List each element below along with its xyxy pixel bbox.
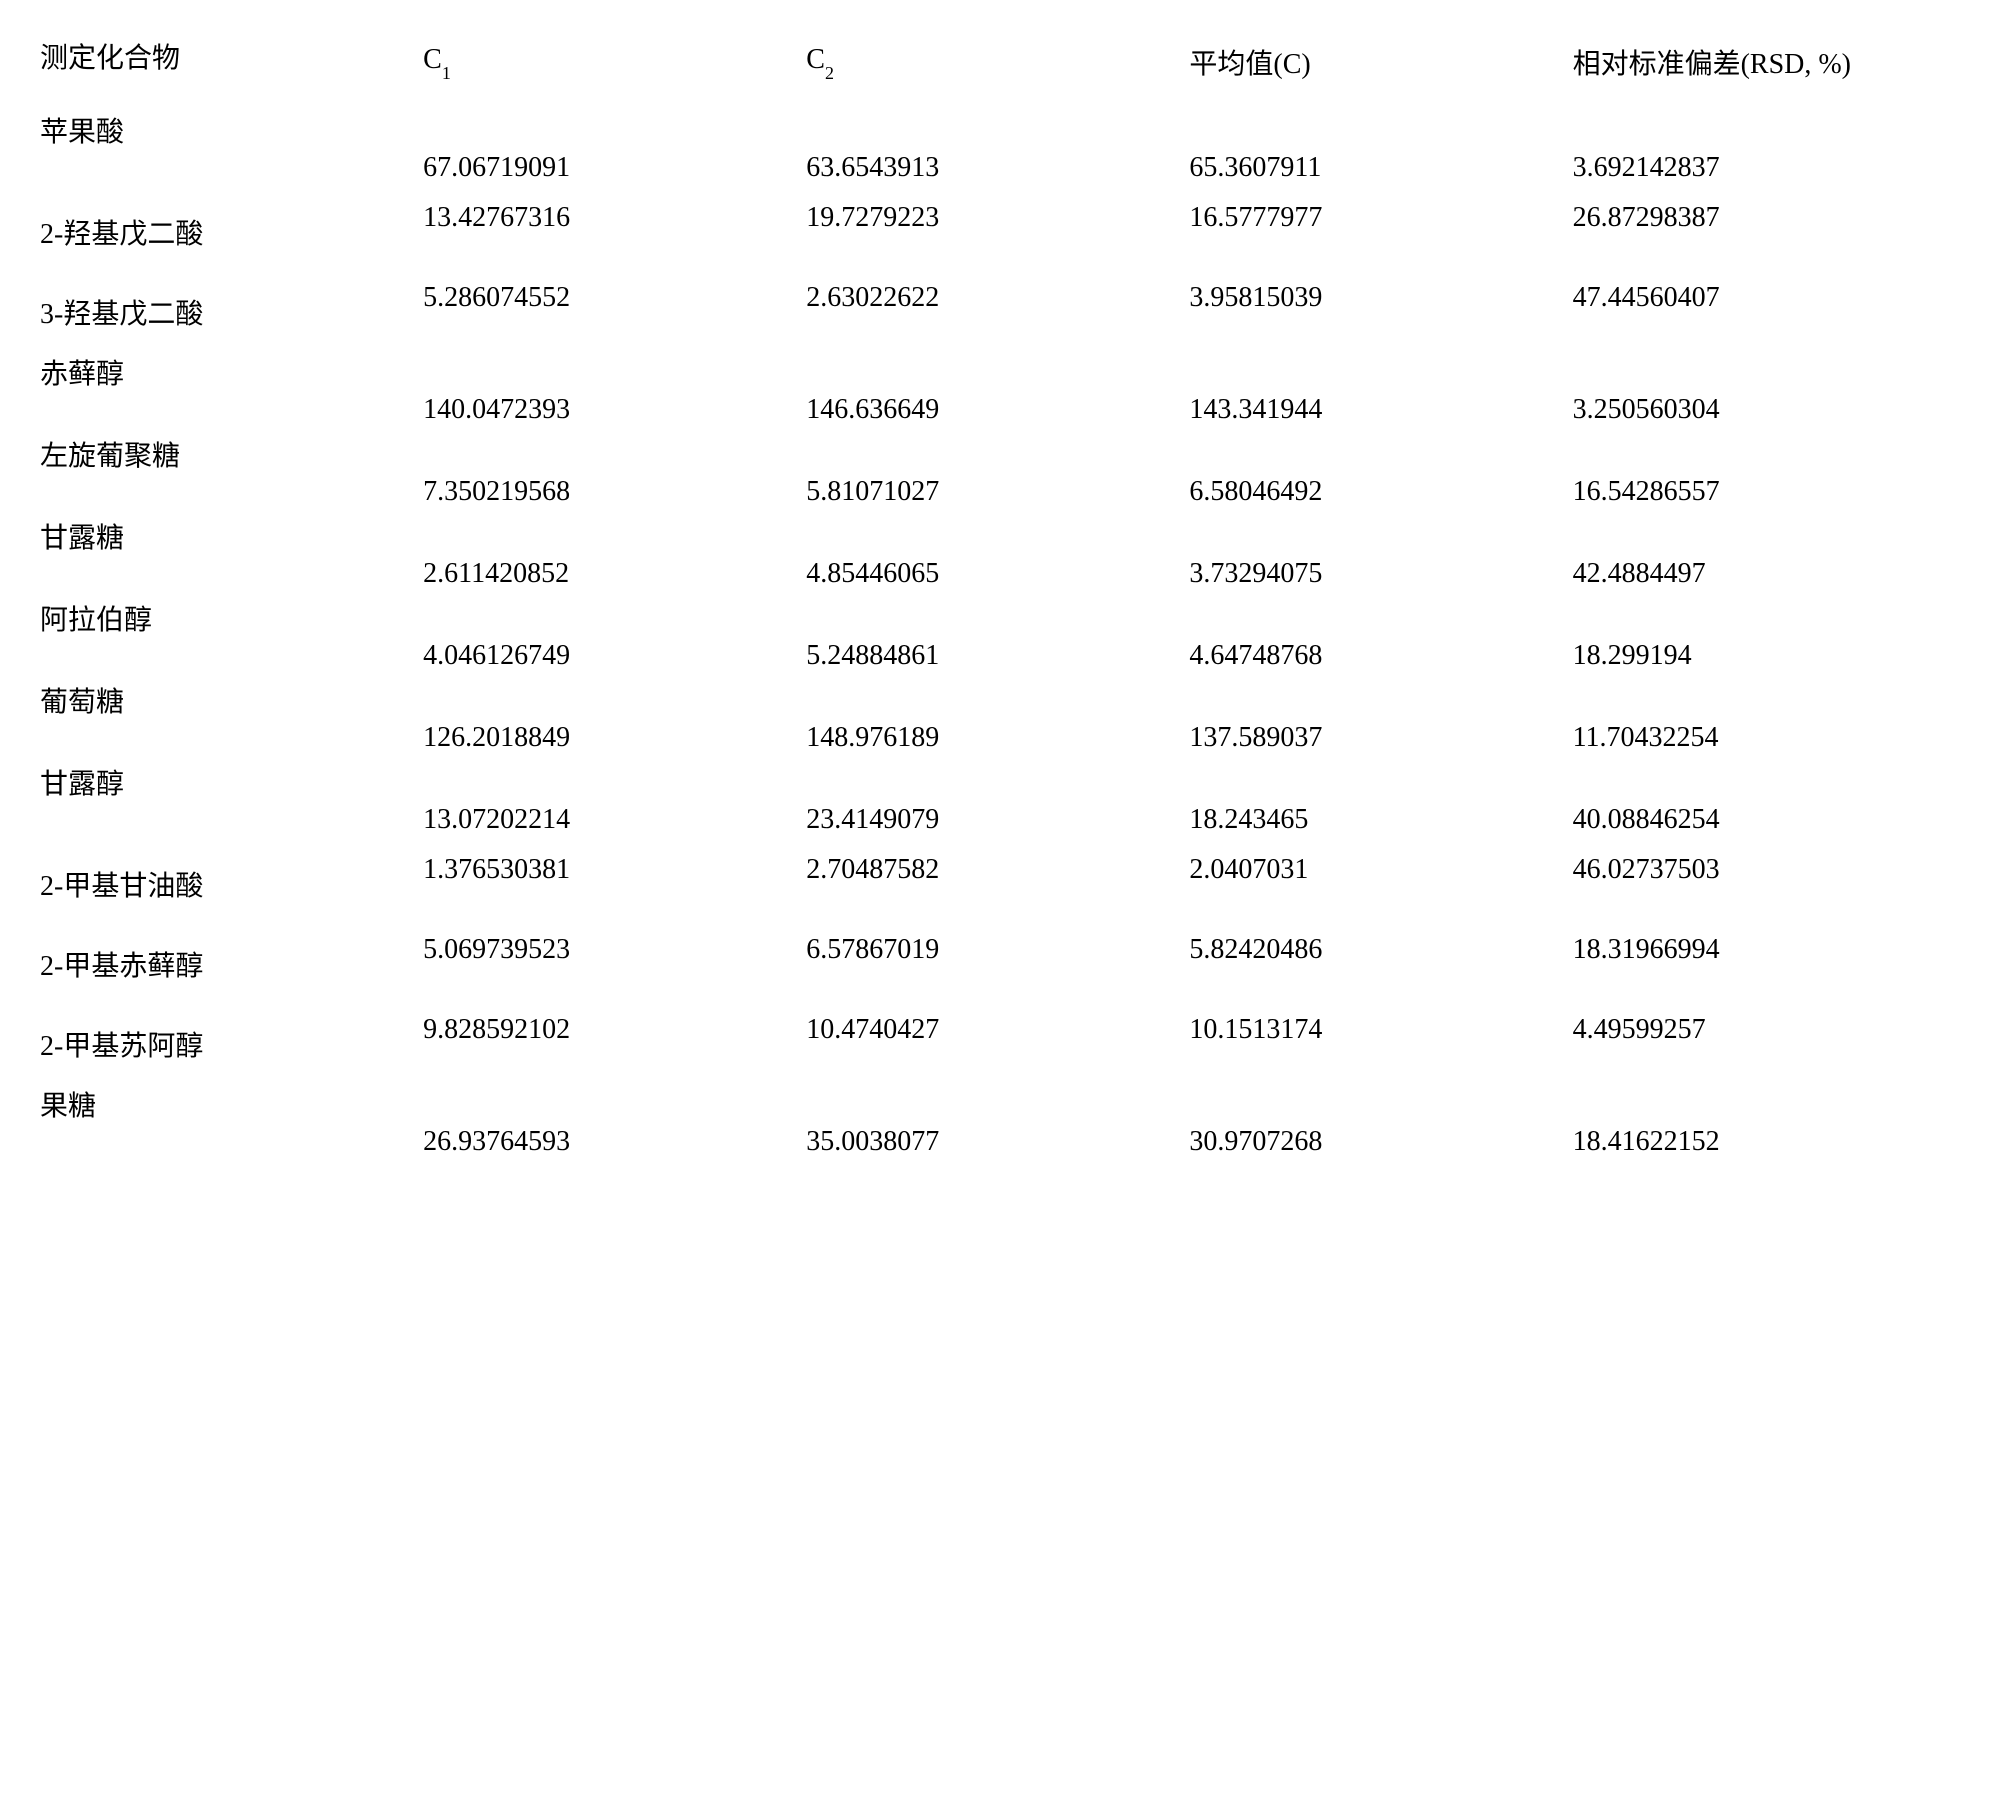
cell-compound: 苹果酸 [40,110,423,192]
cell-avg: 30.9707268 [1189,1084,1572,1166]
cell-avg: 3.73294075 [1189,516,1572,598]
table-row: 2-甲基苏阿醇9.82859210210.474042710.15131744.… [40,1004,1974,1084]
cell-avg: 3.95815039 [1189,272,1572,352]
cell-compound: 甘露醇 [40,762,423,844]
cell-c1: 9.828592102 [423,1004,806,1084]
cell-compound: 果糖 [40,1084,423,1166]
table-row: 2-羟基戊二酸13.4276731619.727922316.577797726… [40,192,1974,272]
cell-rsd: 42.4884497 [1573,516,1974,598]
table-row: 葡萄糖126.2018849148.976189137.58903711.704… [40,680,1974,762]
table-row: 2-甲基甘油酸1.3765303812.704875822.040703146.… [40,844,1974,924]
cell-compound: 2-甲基苏阿醇 [40,1004,423,1084]
cell-avg: 137.589037 [1189,680,1572,762]
cell-rsd: 11.70432254 [1573,680,1974,762]
cell-compound: 阿拉伯醇 [40,598,423,680]
cell-c2: 63.6543913 [806,110,1189,192]
cell-rsd: 26.87298387 [1573,192,1974,272]
cell-rsd: 40.08846254 [1573,762,1974,844]
table-body: 苹果酸67.0671909163.654391365.36079113.6921… [40,110,1974,1166]
header-avg: 平均值(C) [1189,30,1572,110]
cell-rsd: 3.692142837 [1573,110,1974,192]
cell-c1: 5.069739523 [423,924,806,1004]
cell-c2: 19.7279223 [806,192,1189,272]
cell-rsd: 46.02737503 [1573,844,1974,924]
cell-c2: 2.70487582 [806,844,1189,924]
table-row: 2-甲基赤藓醇5.0697395236.578670195.8242048618… [40,924,1974,1004]
table-row: 苹果酸67.0671909163.654391365.36079113.6921… [40,110,1974,192]
cell-c2: 6.57867019 [806,924,1189,1004]
cell-c2: 23.4149079 [806,762,1189,844]
cell-compound: 赤藓醇 [40,352,423,434]
cell-c1: 2.611420852 [423,516,806,598]
cell-rsd: 3.250560304 [1573,352,1974,434]
header-c2: C2 [806,30,1189,110]
cell-c1: 67.06719091 [423,110,806,192]
table-row: 阿拉伯醇4.0461267495.248848614.6474876818.29… [40,598,1974,680]
cell-c2: 10.4740427 [806,1004,1189,1084]
cell-c1: 140.0472393 [423,352,806,434]
cell-rsd: 18.299194 [1573,598,1974,680]
cell-rsd: 16.54286557 [1573,434,1974,516]
cell-rsd: 47.44560407 [1573,272,1974,352]
cell-c1: 1.376530381 [423,844,806,924]
table-row: 赤藓醇140.0472393146.636649143.3419443.2505… [40,352,1974,434]
cell-c1: 13.42767316 [423,192,806,272]
cell-compound: 2-羟基戊二酸 [40,192,423,272]
cell-avg: 4.64748768 [1189,598,1572,680]
cell-avg: 6.58046492 [1189,434,1572,516]
cell-avg: 10.1513174 [1189,1004,1572,1084]
table-row: 左旋葡聚糖7.3502195685.810710276.5804649216.5… [40,434,1974,516]
cell-avg: 5.82420486 [1189,924,1572,1004]
table-row: 甘露糖2.6114208524.854460653.7329407542.488… [40,516,1974,598]
cell-compound: 葡萄糖 [40,680,423,762]
data-table: 测定化合物 C1 C2 平均值(C) 相对标准偏差(RSD, %) 苹果酸67.… [40,30,1974,1166]
cell-rsd: 4.49599257 [1573,1004,1974,1084]
cell-c2: 35.0038077 [806,1084,1189,1166]
cell-avg: 16.5777977 [1189,192,1572,272]
cell-c2: 5.81071027 [806,434,1189,516]
cell-compound: 甘露糖 [40,516,423,598]
cell-compound: 2-甲基赤藓醇 [40,924,423,1004]
table-row: 甘露醇13.0720221423.414907918.24346540.0884… [40,762,1974,844]
cell-avg: 18.243465 [1189,762,1572,844]
cell-avg: 143.341944 [1189,352,1572,434]
cell-c1: 126.2018849 [423,680,806,762]
cell-rsd: 18.41622152 [1573,1084,1974,1166]
table-row: 3-羟基戊二酸5.2860745522.630226223.9581503947… [40,272,1974,352]
cell-compound: 2-甲基甘油酸 [40,844,423,924]
cell-c1: 26.93764593 [423,1084,806,1166]
cell-avg: 65.3607911 [1189,110,1572,192]
table-header-row: 测定化合物 C1 C2 平均值(C) 相对标准偏差(RSD, %) [40,30,1974,110]
cell-avg: 2.0407031 [1189,844,1572,924]
header-compound: 测定化合物 [40,30,423,110]
cell-c1: 7.350219568 [423,434,806,516]
header-rsd: 相对标准偏差(RSD, %) [1573,30,1974,110]
cell-compound: 左旋葡聚糖 [40,434,423,516]
cell-c2: 2.63022622 [806,272,1189,352]
cell-rsd: 18.31966994 [1573,924,1974,1004]
header-c1: C1 [423,30,806,110]
cell-c2: 4.85446065 [806,516,1189,598]
cell-c1: 13.07202214 [423,762,806,844]
cell-c1: 4.046126749 [423,598,806,680]
table-row: 果糖26.9376459335.003807730.970726818.4162… [40,1084,1974,1166]
cell-c1: 5.286074552 [423,272,806,352]
cell-c2: 148.976189 [806,680,1189,762]
cell-compound: 3-羟基戊二酸 [40,272,423,352]
cell-c2: 146.636649 [806,352,1189,434]
cell-c2: 5.24884861 [806,598,1189,680]
